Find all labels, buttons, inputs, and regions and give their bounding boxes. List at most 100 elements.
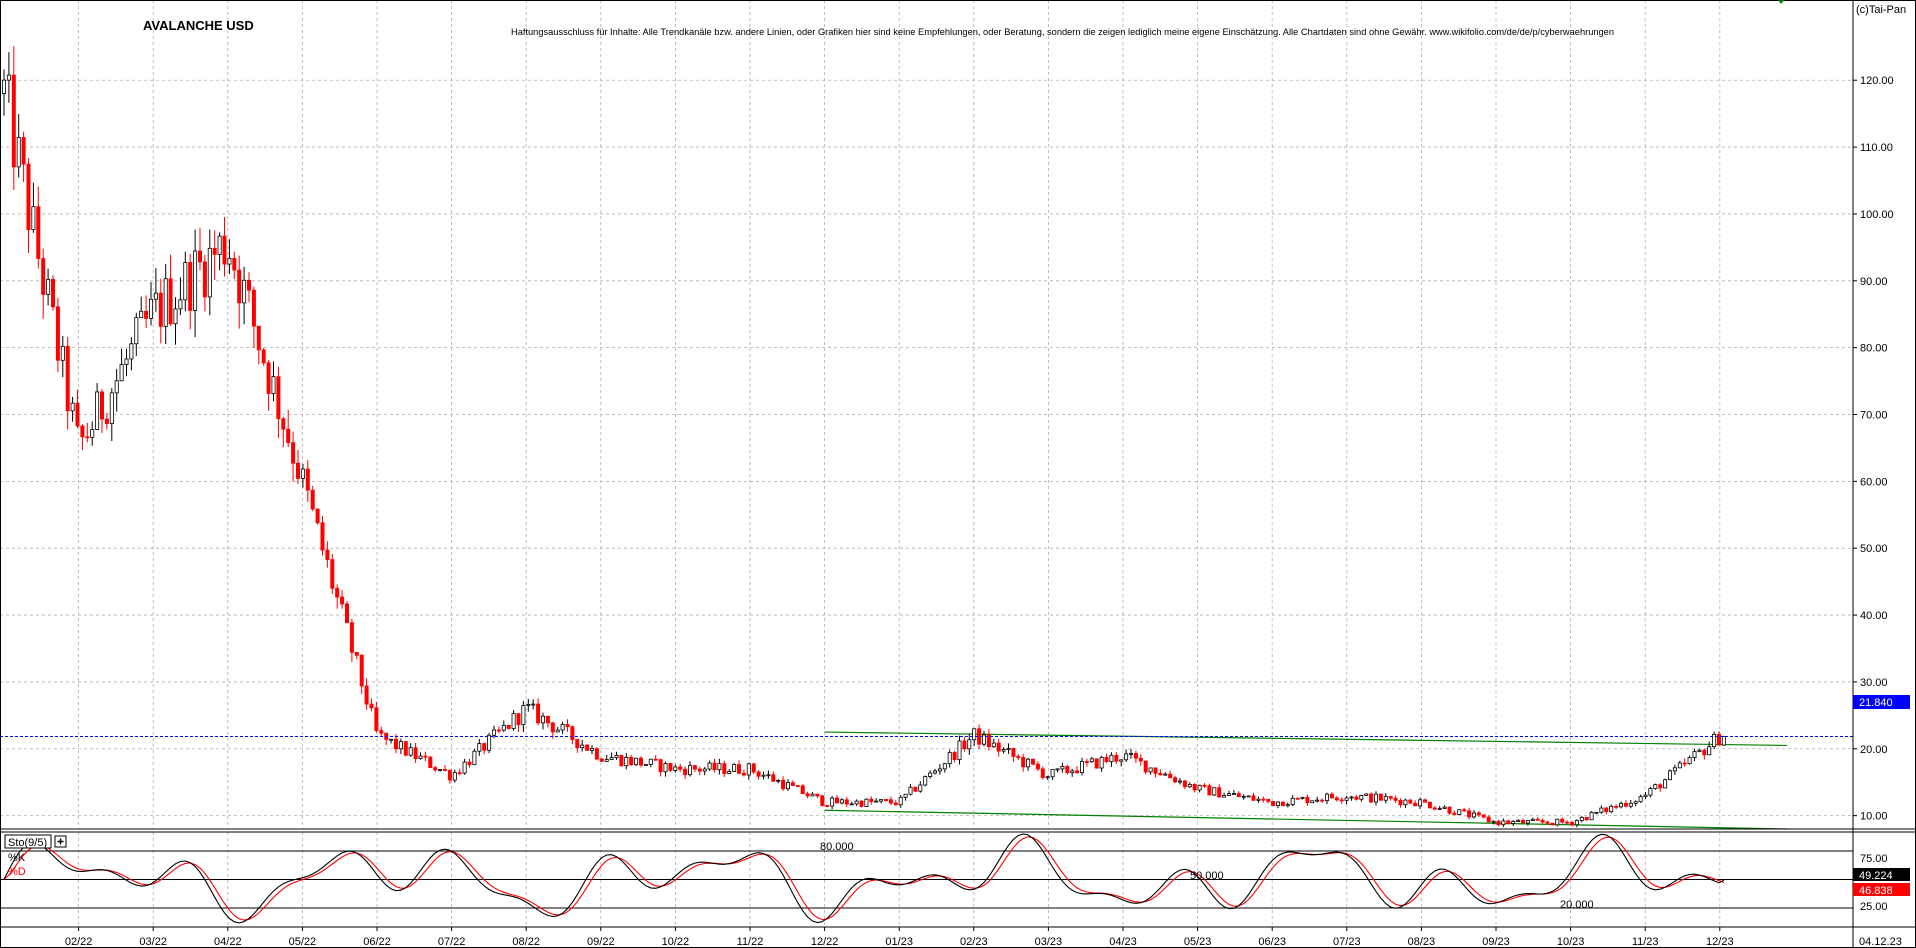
candle (1589, 810, 1594, 821)
candle-body (1570, 822, 1575, 826)
y-tick-label: 100.00 (1860, 209, 1894, 221)
candle-body (1447, 806, 1452, 814)
candle-body (129, 343, 134, 360)
candle-body (751, 763, 756, 773)
candle (36, 186, 41, 269)
candle-body (1207, 785, 1212, 796)
candle-body (1628, 802, 1633, 807)
candle (825, 804, 830, 808)
candle-body (933, 770, 938, 774)
candle (349, 618, 354, 662)
candle-body (565, 724, 570, 728)
candle (1168, 770, 1173, 779)
stoch-tick-25: 25.00 (1860, 901, 1888, 913)
candle (134, 312, 139, 357)
candle-body (1418, 799, 1423, 807)
d-value-label: 46.838 (1859, 885, 1893, 897)
y-tick-label: 120.00 (1860, 75, 1894, 87)
candle (918, 781, 923, 793)
candle-body (1266, 798, 1271, 802)
candle-body (1031, 758, 1036, 765)
candle (1055, 768, 1060, 773)
candle (1094, 758, 1099, 769)
candle (163, 264, 168, 345)
candle-body (903, 793, 908, 798)
candle (849, 801, 854, 806)
candle-body (51, 279, 56, 308)
candle (1525, 820, 1530, 826)
candle-body (727, 771, 732, 774)
candle-body (212, 247, 217, 255)
indicator-name-box[interactable] (4, 834, 52, 849)
candle (1393, 795, 1398, 803)
candle (496, 726, 501, 734)
candle (1222, 792, 1227, 798)
candle-body (1099, 756, 1104, 769)
candle-body (937, 768, 942, 772)
candle (173, 297, 178, 345)
candle-body (1280, 801, 1285, 807)
candle (1173, 775, 1178, 784)
candle-body (1320, 799, 1325, 802)
candle-body (408, 747, 413, 756)
candle-body (1467, 810, 1472, 818)
candle (1143, 760, 1148, 775)
candle (183, 251, 188, 312)
candle-body (237, 269, 242, 304)
candle-body (46, 279, 51, 295)
stochastic-panel (0, 833, 1853, 924)
candle-body (1393, 797, 1398, 801)
candle-body (1692, 751, 1697, 759)
candle (344, 600, 349, 624)
candle (1060, 762, 1065, 773)
candle (653, 755, 658, 761)
x-tick-label: 05/23 (1184, 936, 1212, 948)
candle-body (36, 206, 41, 259)
candle (1178, 777, 1183, 785)
candle (227, 239, 232, 275)
candle-body (1354, 796, 1359, 800)
x-tick-label: 08/22 (512, 936, 540, 948)
candle-body (1721, 736, 1726, 746)
candle-body (957, 740, 962, 761)
candle (276, 366, 281, 439)
candle-body (908, 786, 913, 795)
candle (741, 769, 746, 777)
candle (477, 738, 482, 756)
candle (516, 712, 521, 732)
candle (153, 268, 158, 312)
candle (1021, 753, 1026, 772)
candle-body (26, 163, 31, 231)
candle (688, 761, 693, 777)
candle (369, 698, 374, 712)
candle-body (1163, 773, 1168, 776)
candle (139, 296, 144, 319)
candle (1251, 792, 1256, 802)
candle-body (1442, 806, 1447, 809)
candle (1570, 820, 1575, 827)
candle (962, 736, 967, 752)
candle-body (1055, 768, 1060, 771)
candle (1305, 794, 1310, 807)
candle-body (55, 306, 60, 361)
candle-body (1599, 807, 1604, 813)
candle-body (1075, 770, 1080, 774)
candle-body (423, 755, 428, 758)
candle-body (1501, 820, 1506, 826)
candle (80, 424, 85, 451)
candle-body (1119, 759, 1124, 762)
candle-body (1349, 796, 1354, 799)
candle-body (1516, 819, 1521, 822)
candle (1486, 815, 1491, 823)
candle (374, 701, 379, 733)
candle (1207, 783, 1212, 796)
candle-body (41, 258, 46, 295)
candle (1246, 795, 1251, 798)
candle-body (1261, 798, 1266, 801)
candle (197, 227, 202, 271)
candle (1271, 800, 1276, 806)
candle-body (21, 137, 26, 165)
candle (1158, 769, 1163, 776)
candle-body (413, 747, 418, 760)
